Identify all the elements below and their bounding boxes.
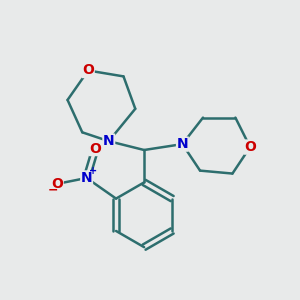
Text: O: O (82, 64, 94, 77)
Text: N: N (177, 137, 188, 151)
Text: O: O (89, 142, 101, 155)
Text: O: O (51, 177, 63, 191)
Text: +: + (89, 167, 97, 176)
Text: O: O (244, 140, 256, 154)
Text: N: N (103, 134, 115, 148)
Text: N: N (81, 171, 92, 185)
Text: −: − (48, 184, 58, 197)
